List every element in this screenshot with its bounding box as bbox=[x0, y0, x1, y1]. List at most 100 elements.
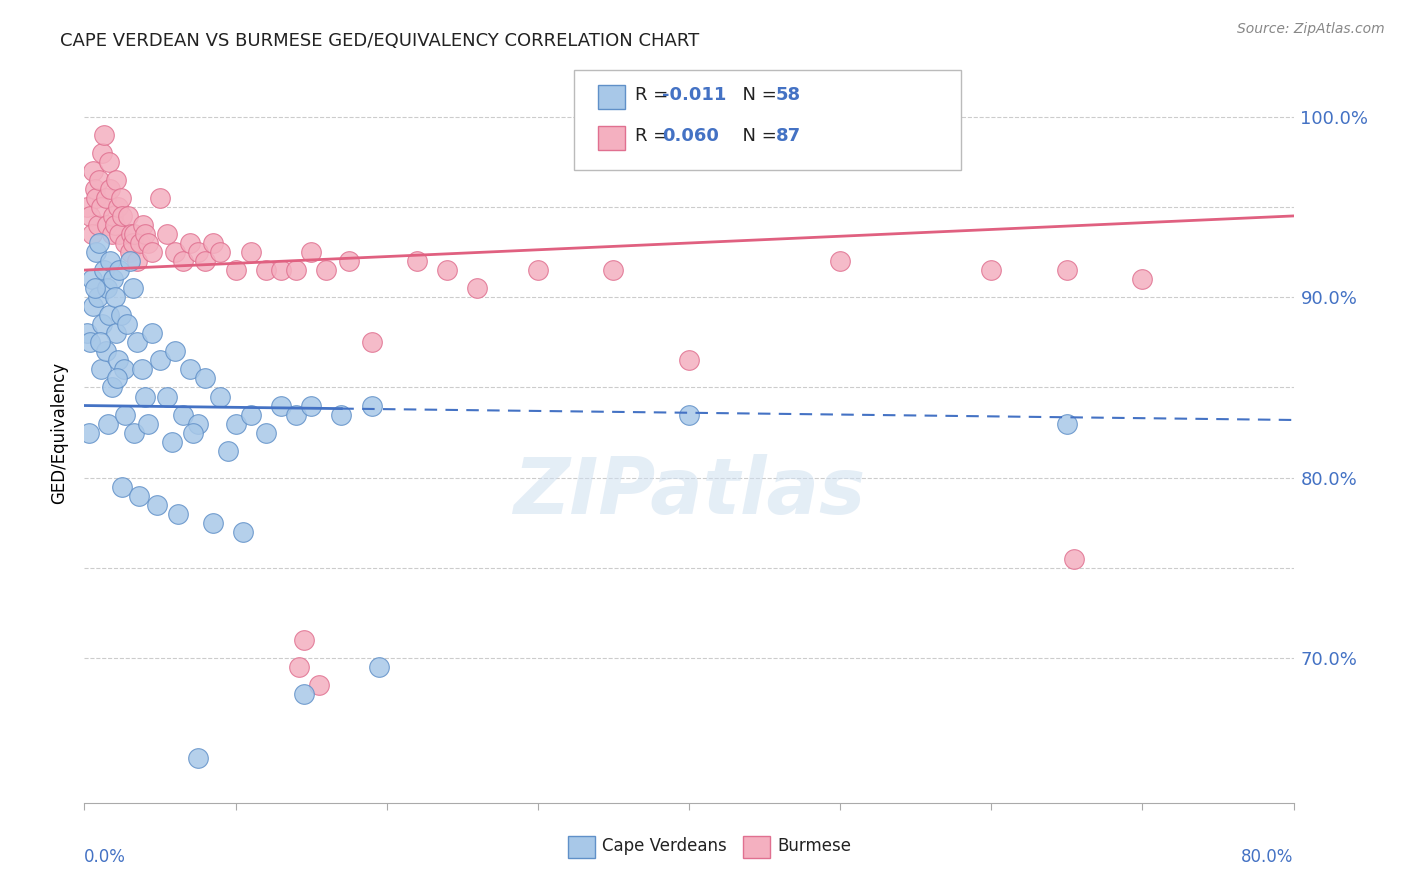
Point bbox=[160, 434, 183, 449]
Text: ZIPatlas: ZIPatlas bbox=[513, 454, 865, 530]
Point bbox=[1132, 272, 1154, 286]
Bar bbox=[599, 126, 624, 150]
Point bbox=[194, 254, 217, 268]
FancyBboxPatch shape bbox=[574, 70, 962, 169]
Bar bbox=[744, 836, 770, 858]
Point bbox=[80, 227, 103, 241]
Point bbox=[131, 362, 153, 376]
Point bbox=[128, 489, 150, 503]
Point bbox=[337, 254, 360, 268]
Point bbox=[110, 308, 132, 322]
Point bbox=[94, 191, 117, 205]
Point bbox=[100, 227, 122, 241]
Point bbox=[86, 191, 108, 205]
Point bbox=[84, 281, 107, 295]
Point bbox=[97, 154, 120, 169]
Point bbox=[108, 263, 131, 277]
Text: CAPE VERDEAN VS BURMESE GED/EQUIVALENCY CORRELATION CHART: CAPE VERDEAN VS BURMESE GED/EQUIVALENCY … bbox=[60, 32, 699, 50]
Point bbox=[76, 326, 98, 341]
Point bbox=[330, 408, 353, 422]
Point bbox=[156, 227, 179, 241]
Point bbox=[89, 235, 111, 250]
Bar bbox=[568, 836, 595, 858]
Point bbox=[299, 399, 322, 413]
Point bbox=[97, 417, 120, 431]
Point bbox=[104, 290, 127, 304]
Point bbox=[121, 281, 143, 295]
Point bbox=[127, 254, 149, 268]
Point bbox=[114, 408, 136, 422]
Text: N =: N = bbox=[731, 127, 783, 145]
Point bbox=[105, 173, 128, 187]
Point bbox=[179, 235, 201, 250]
Point bbox=[82, 299, 104, 313]
Point bbox=[112, 362, 135, 376]
Point bbox=[436, 263, 458, 277]
Point bbox=[315, 263, 337, 277]
Point bbox=[118, 254, 141, 268]
Point bbox=[104, 218, 127, 232]
Point bbox=[122, 425, 145, 440]
Point bbox=[111, 480, 134, 494]
Point bbox=[87, 218, 110, 232]
Point bbox=[308, 678, 330, 692]
Point bbox=[172, 254, 194, 268]
Point bbox=[136, 235, 159, 250]
Point bbox=[115, 318, 138, 332]
Point bbox=[79, 335, 101, 350]
Point bbox=[209, 245, 232, 260]
Point bbox=[292, 633, 315, 648]
Text: 87: 87 bbox=[776, 127, 801, 145]
Point bbox=[141, 245, 163, 260]
Point bbox=[360, 399, 382, 413]
Point bbox=[288, 660, 311, 674]
Point bbox=[76, 200, 98, 214]
Point bbox=[93, 263, 115, 277]
Point bbox=[91, 318, 114, 332]
Text: -0.011: -0.011 bbox=[662, 87, 727, 104]
Point bbox=[111, 209, 134, 223]
Point bbox=[105, 371, 128, 385]
Point bbox=[129, 235, 152, 250]
Text: Burmese: Burmese bbox=[778, 837, 851, 855]
Point bbox=[96, 281, 118, 295]
Point bbox=[149, 191, 172, 205]
Point bbox=[96, 218, 118, 232]
Point bbox=[90, 362, 112, 376]
Point bbox=[285, 408, 308, 422]
Point bbox=[93, 128, 115, 142]
Point bbox=[101, 272, 124, 286]
Point bbox=[77, 425, 100, 440]
Text: Source: ZipAtlas.com: Source: ZipAtlas.com bbox=[1237, 22, 1385, 37]
Point bbox=[254, 425, 277, 440]
Point bbox=[122, 227, 145, 241]
Y-axis label: GED/Equivalency: GED/Equivalency bbox=[51, 361, 69, 504]
Point bbox=[118, 245, 141, 260]
Point bbox=[108, 227, 131, 241]
Point bbox=[406, 254, 429, 268]
Text: 0.060: 0.060 bbox=[662, 127, 720, 145]
Point bbox=[98, 182, 121, 196]
Point bbox=[217, 443, 239, 458]
Point bbox=[94, 344, 117, 359]
Point bbox=[201, 235, 224, 250]
Point bbox=[120, 227, 142, 241]
Point bbox=[360, 335, 382, 350]
Point bbox=[179, 362, 201, 376]
Point bbox=[181, 425, 204, 440]
Point bbox=[136, 417, 159, 431]
Point bbox=[270, 263, 292, 277]
Point bbox=[602, 263, 624, 277]
Text: 80.0%: 80.0% bbox=[1241, 848, 1294, 866]
Point bbox=[165, 344, 187, 359]
Point bbox=[187, 417, 209, 431]
Point bbox=[105, 326, 128, 341]
Point bbox=[114, 235, 136, 250]
Point bbox=[225, 417, 247, 431]
Point bbox=[117, 209, 139, 223]
Point bbox=[678, 408, 700, 422]
Point bbox=[90, 200, 112, 214]
Point bbox=[232, 524, 254, 539]
Text: N =: N = bbox=[731, 87, 783, 104]
Point bbox=[97, 308, 120, 322]
